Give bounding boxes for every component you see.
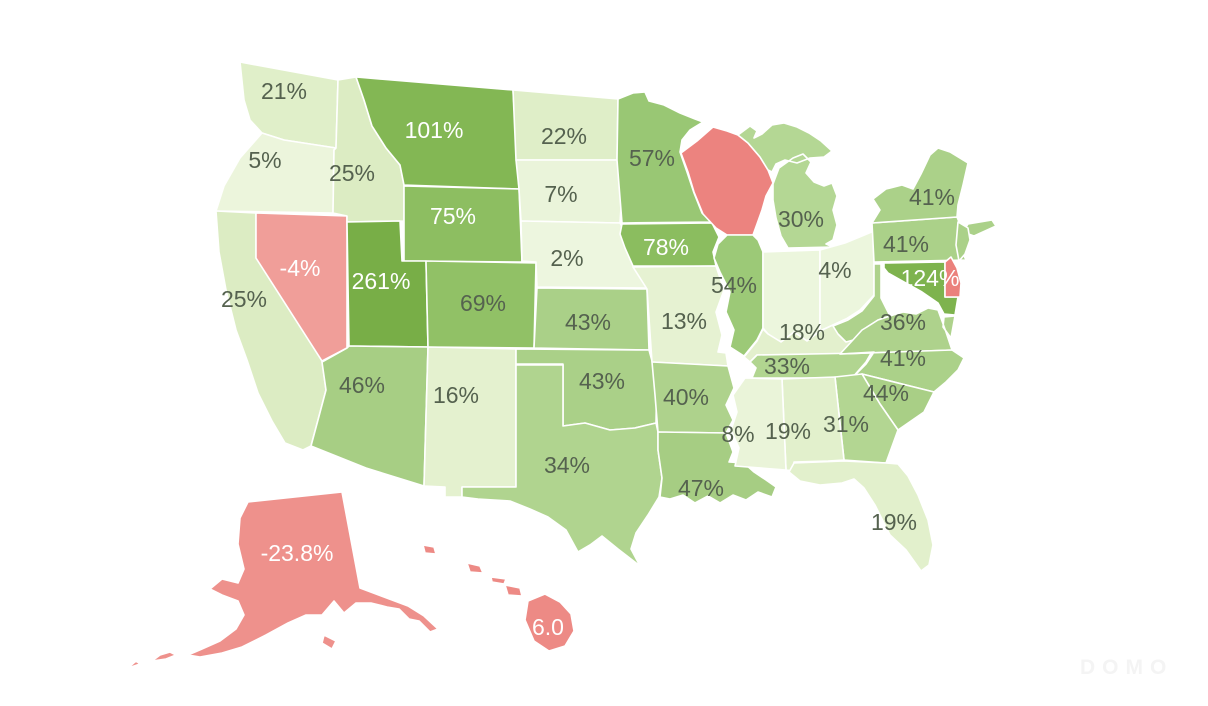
state-iowa[interactable] <box>619 222 720 267</box>
state-missouri[interactable] <box>632 265 729 367</box>
state-illinois[interactable] <box>713 234 764 357</box>
state-tennessee[interactable] <box>749 347 875 379</box>
state-indiana[interactable] <box>762 249 821 343</box>
state-arkansas[interactable] <box>651 361 735 434</box>
state-kansas[interactable] <box>533 287 650 351</box>
state-texas[interactable] <box>461 364 663 567</box>
state-west-virginia[interactable] <box>832 263 891 343</box>
domo-watermark: DOMO <box>1080 656 1174 679</box>
state-colorado[interactable] <box>425 260 537 349</box>
state-michigan[interactable] <box>737 122 838 249</box>
state-south-dakota[interactable] <box>515 159 623 224</box>
state-mississippi[interactable] <box>730 377 787 471</box>
state-new-mexico[interactable] <box>423 346 517 498</box>
state-florida[interactable] <box>788 460 934 572</box>
state-oregon[interactable] <box>215 132 337 214</box>
state-north-dakota[interactable] <box>512 89 619 161</box>
state-georgia[interactable] <box>834 373 899 464</box>
state-pennsylvania[interactable] <box>871 216 967 263</box>
state-minnesota[interactable] <box>616 91 713 224</box>
state-alabama[interactable] <box>781 376 845 472</box>
state-alaska[interactable] <box>127 491 439 669</box>
state-new-jersey[interactable] <box>955 221 971 262</box>
state-wyoming[interactable] <box>403 185 523 263</box>
state-arizona[interactable] <box>310 345 429 487</box>
state-hawaii[interactable] <box>422 544 575 652</box>
state-wisconsin[interactable] <box>680 126 774 236</box>
state-louisiana[interactable] <box>657 431 777 504</box>
state-delaware[interactable] <box>944 256 962 298</box>
state-washington[interactable] <box>239 61 339 149</box>
